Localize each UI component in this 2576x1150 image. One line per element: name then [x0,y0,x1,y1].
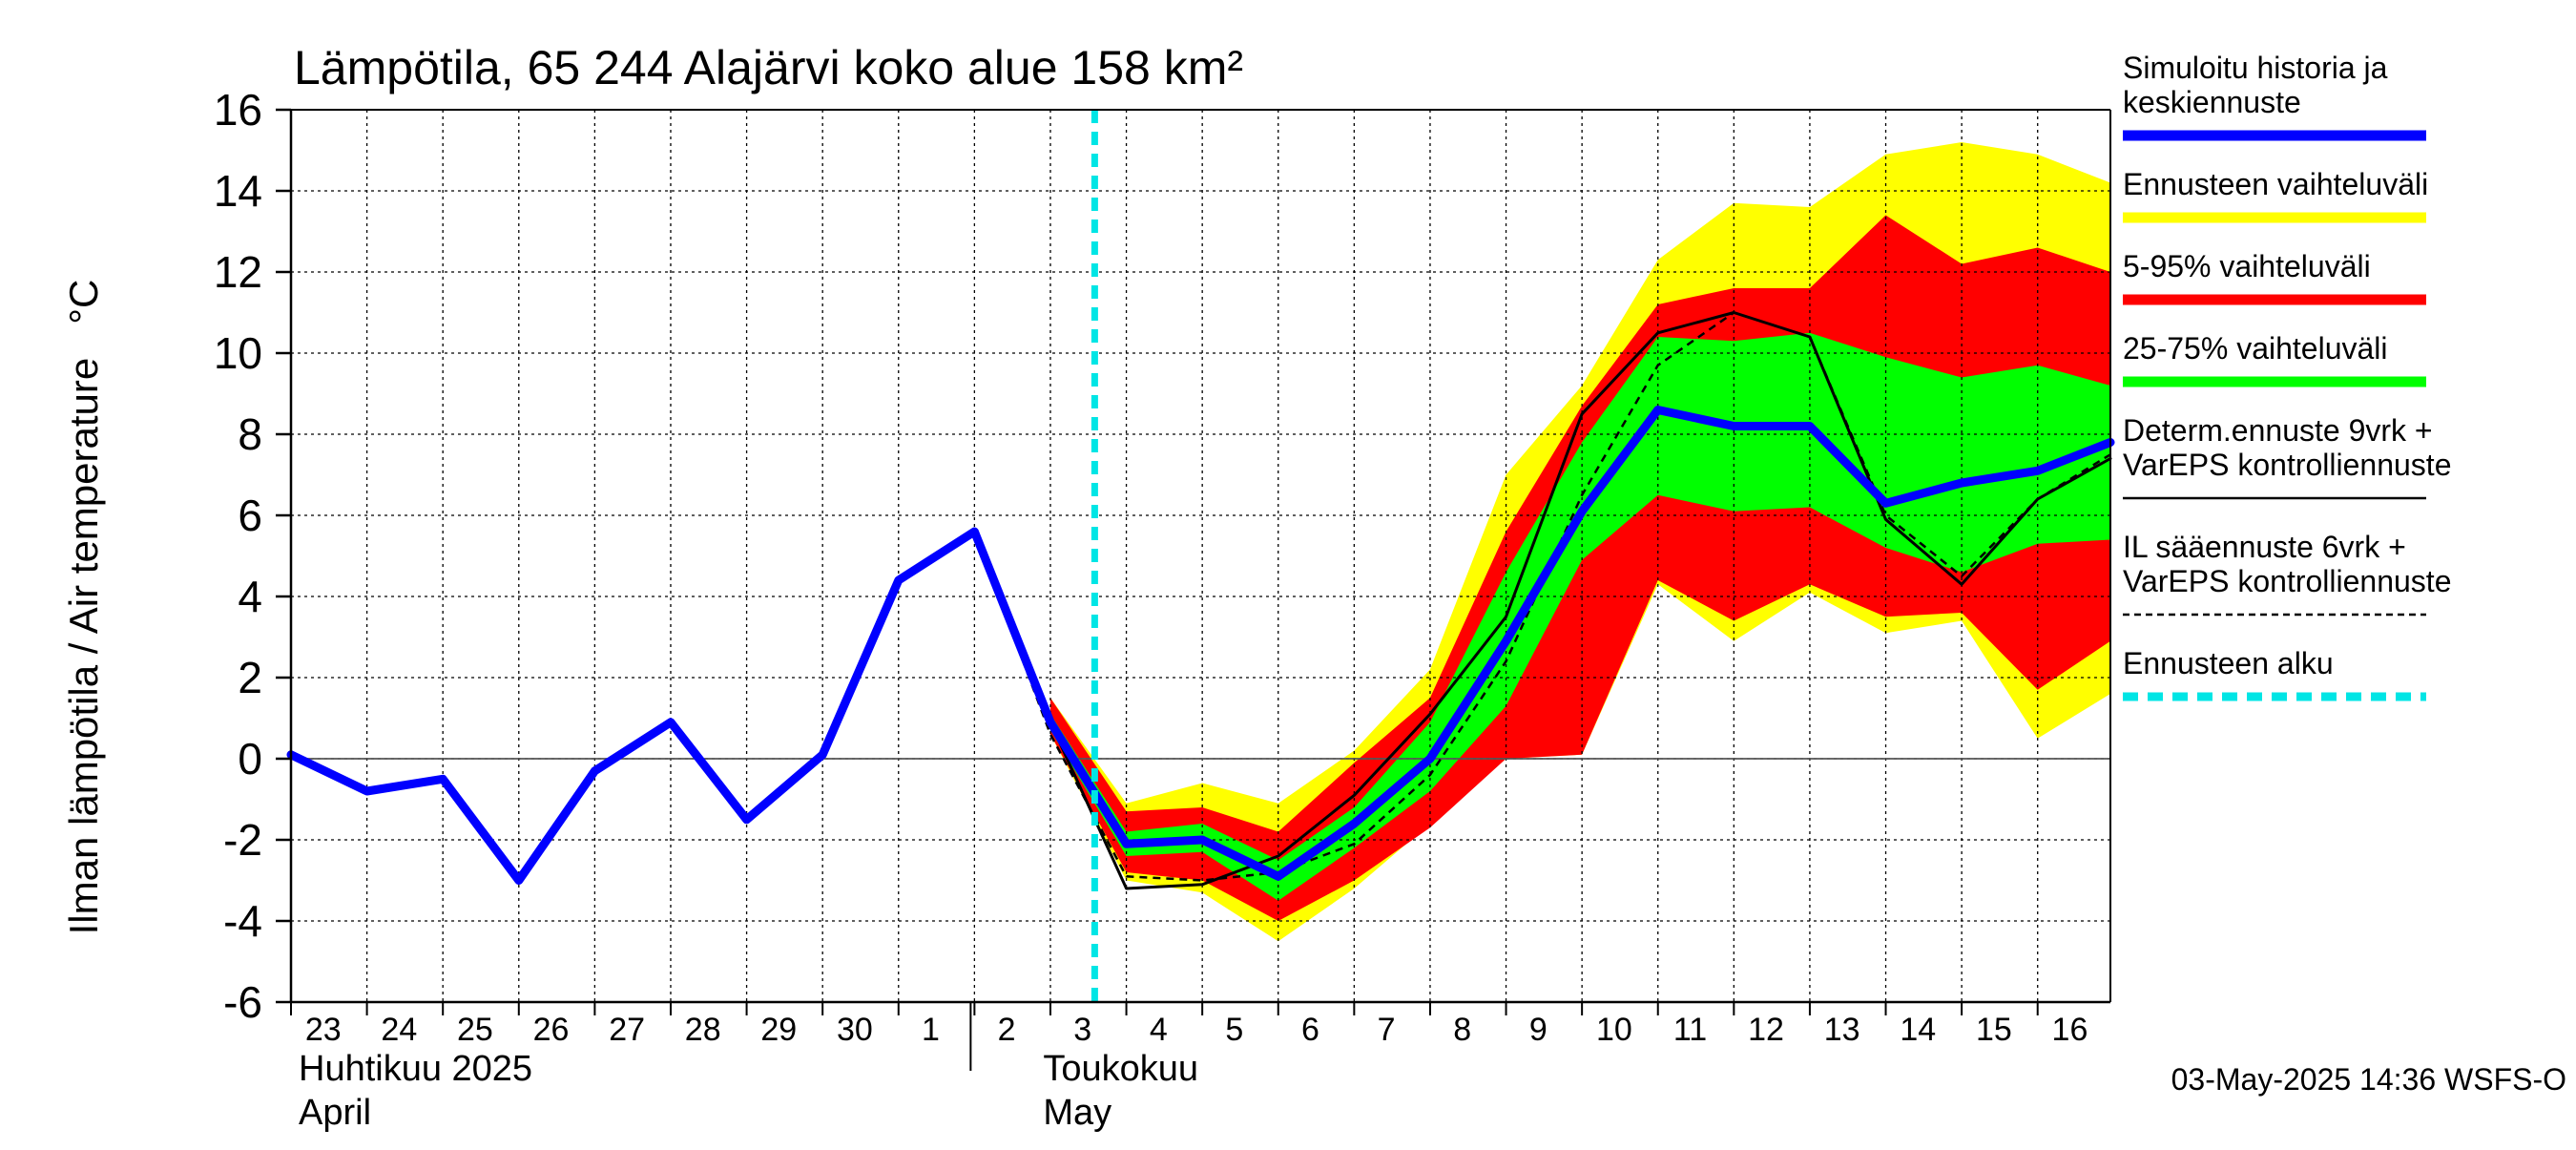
x-tick-label: 5 [1225,1012,1243,1048]
legend-label-1: Simuloitu historia ja [2123,51,2388,85]
x-tick-label: 3 [1073,1012,1091,1048]
band-layer [1050,142,2110,942]
x-tick-label: 9 [1529,1012,1548,1048]
y-tick-label: 14 [214,166,262,216]
x-tick-label: 29 [760,1012,797,1048]
x-tick-label: 24 [381,1012,417,1048]
x-tick-label: 10 [1596,1012,1632,1048]
y-tick-label: 0 [238,734,262,784]
series-line-3 [898,311,2111,882]
x-tick-label: 13 [1824,1012,1860,1048]
x-tick-label: 14 [1900,1012,1936,1048]
x-tick-label: 4 [1150,1012,1168,1048]
legend-label-6: IL sääennuste 6vrk + [2123,530,2406,564]
x-tick-label: 1 [922,1012,940,1048]
y-tick-label: -6 [223,977,262,1027]
series-line-1 [286,406,2115,885]
timestamp-footer: 03-May-2025 14:36 WSFS-O [2171,1062,2566,1097]
grid-layer [291,110,2110,1002]
legend-label-5: VarEPS kontrolliennuste [2123,448,2451,482]
legend-label-7: Ennusteen alku [2123,646,2334,680]
y-axis-label: Ilman lämpötila / Air temperature °C [61,280,106,935]
x-tick-label: 30 [837,1012,873,1048]
legend-label-6: VarEPS kontrolliennuste [2123,564,2451,598]
y-tick-label: 12 [214,247,262,297]
x-tick-label: 16 [2052,1012,2088,1048]
y-tick-label: 2 [238,653,262,702]
month-label-fi: Huhtikuu 2025 [299,1049,532,1089]
x-tick-label: 12 [1748,1012,1784,1048]
legend-label-1: keskiennuste [2123,85,2301,119]
x-tick-label: 6 [1301,1012,1319,1048]
x-tick-label: 23 [305,1012,342,1048]
band-3 [1050,332,2110,901]
x-tick-label: 25 [457,1012,493,1048]
series-line-2 [897,311,2112,890]
y-tick-label: 6 [238,491,262,540]
legend-label-3: 5-95% vaihteluväli [2123,249,2371,283]
x-tick-label: 8 [1453,1012,1471,1048]
month-label-fi: Toukokuu [1043,1049,1198,1089]
y-tick-label: -2 [223,815,262,865]
legend-label-2: Ennusteen vaihteluväli [2123,167,2428,201]
x-tick-label: 15 [1976,1012,2012,1048]
y-tick-label: 10 [214,328,262,378]
y-tick-label: 16 [214,85,262,135]
x-tick-label: 26 [533,1012,570,1048]
x-tick-label: 11 [1673,1012,1707,1048]
x-tick-label: 28 [685,1012,721,1048]
x-tick-label: 27 [609,1012,645,1048]
legend-label-4: 25-75% vaihteluväli [2123,331,2388,366]
y-tick-label: 4 [238,572,262,621]
x-tick-label: 7 [1378,1012,1396,1048]
axes-layer [289,109,2111,1004]
x-tick-label: 2 [998,1012,1016,1048]
series-layer [286,311,2115,890]
chart-title: Lämpötila, 65 244 Alajärvi koko alue 158… [294,41,1243,94]
y-tick-label: 8 [238,409,262,459]
y-tick-label: -4 [223,896,262,946]
month-label-en: April [299,1093,371,1133]
legend-label-5: Determ.ennuste 9vrk + [2123,413,2433,448]
month-label-en: May [1043,1093,1111,1133]
